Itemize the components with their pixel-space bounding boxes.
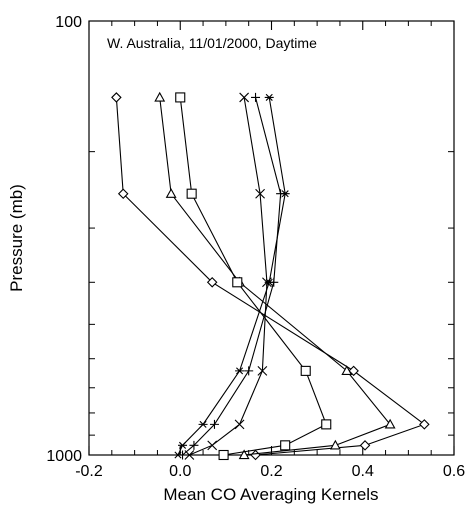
asterisk-marker — [264, 93, 274, 101]
asterisk-marker — [173, 451, 183, 459]
series-line-plus — [182, 97, 282, 456]
diamond-marker — [348, 365, 359, 377]
plus-marker — [189, 440, 199, 450]
x-marker — [257, 365, 268, 376]
diamond-marker — [117, 188, 129, 199]
series-plus — [178, 92, 286, 460]
plot-frame — [88, 20, 455, 456]
x-tick-label: 0.0 — [169, 463, 191, 480]
asterisk-marker — [235, 367, 245, 375]
asterisk-marker — [178, 441, 188, 449]
square-marker — [175, 92, 186, 103]
plus-marker — [209, 419, 219, 429]
plus-marker — [244, 366, 254, 376]
series-x — [184, 92, 272, 460]
tick-labels: -0.2 0.0 0.2 0.4 0.6 100 1000 — [46, 14, 465, 480]
square-marker — [321, 419, 332, 430]
triangle-marker — [238, 449, 250, 460]
series-line-triangle — [159, 97, 392, 456]
square-marker — [218, 449, 229, 461]
square-marker — [280, 440, 291, 451]
series-asterisk — [173, 93, 290, 459]
triangle-marker — [384, 418, 396, 429]
x-axis-title: Mean CO Averaging Kernels — [163, 485, 378, 504]
asterisk-marker — [264, 278, 274, 286]
diamond-marker — [206, 277, 218, 288]
triangle-marker — [154, 91, 166, 102]
plus-marker — [251, 92, 261, 102]
series-line-x — [189, 97, 268, 456]
diamond-marker — [419, 419, 430, 430]
series-triangle — [154, 91, 396, 460]
triangle-marker — [165, 188, 177, 198]
x-marker — [255, 188, 265, 199]
series-square — [175, 92, 332, 461]
y-tick-label: 100 — [55, 14, 82, 31]
x-tick-label: 0.2 — [260, 463, 282, 480]
triangle-marker — [341, 365, 353, 376]
y-axis-title: Pressure (mb) — [7, 184, 26, 292]
x-marker — [239, 92, 250, 103]
x-tick-label: -0.2 — [75, 463, 103, 480]
diamond-marker — [250, 449, 261, 461]
x-tick-label: 0.4 — [352, 463, 374, 480]
asterisk-marker — [280, 190, 290, 198]
square-marker — [232, 277, 243, 288]
asterisk-marker — [198, 420, 208, 428]
x-marker — [234, 419, 245, 430]
diamond-marker — [359, 440, 371, 451]
x-tick-label: 0.6 — [443, 463, 465, 480]
y-tick-label: 1000 — [46, 448, 82, 465]
x-marker — [207, 440, 218, 451]
axis-ticks — [88, 21, 455, 455]
square-marker — [300, 365, 311, 376]
series-group — [111, 91, 430, 461]
diamond-marker — [111, 92, 122, 103]
chart-annotation: W. Australia, 11/01/2000, Daytime — [107, 35, 317, 51]
square-marker — [186, 188, 197, 199]
series-diamond — [111, 92, 430, 461]
triangle-marker — [329, 439, 341, 450]
